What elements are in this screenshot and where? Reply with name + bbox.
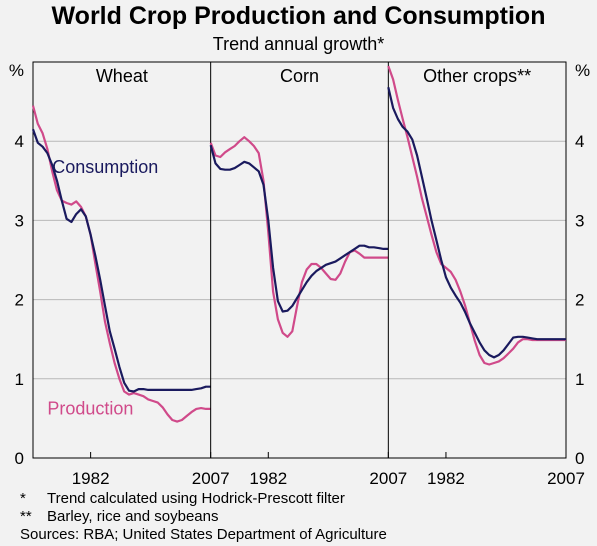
series-line-consumption xyxy=(209,144,389,313)
panel-title: Other crops** xyxy=(423,66,531,86)
y-tick-label-left: 2 xyxy=(15,291,24,310)
series-label-consumption: Consumption xyxy=(52,157,158,177)
y-tick-label-right: 2 xyxy=(575,291,584,310)
chart-title: World Crop Production and Consumption xyxy=(51,2,546,30)
x-tick-label: 1982 xyxy=(249,469,287,488)
y-tick-label-right: 3 xyxy=(575,211,584,230)
footnote-text: Barley, rice and soybeans xyxy=(47,508,219,525)
series-label-production: Production xyxy=(47,398,133,418)
y-tick-label-right: 1 xyxy=(575,370,584,389)
series-line-consumption xyxy=(387,87,566,359)
footnote-mark: ** xyxy=(20,508,32,525)
x-tick-label: 1982 xyxy=(427,469,465,488)
x-tick-label: 2007 xyxy=(192,469,230,488)
footnote-text: Sources: RBA; United States Department o… xyxy=(20,526,387,543)
footnote-mark: * xyxy=(20,490,26,507)
x-tick-label: 2007 xyxy=(547,469,585,488)
panel-title: Wheat xyxy=(96,66,148,86)
footnotes: * Trend calculated using Hodrick-Prescott… xyxy=(20,490,387,544)
y-axis-unit-left: % xyxy=(9,61,24,80)
y-axis-unit-right: % xyxy=(575,61,590,80)
panel-title: Corn xyxy=(280,66,319,86)
footnote-other-crops: ** Barley, rice and soybeans xyxy=(20,508,387,526)
footnote-sources: Sources: RBA; United States Department o… xyxy=(20,526,387,544)
plot-frame xyxy=(32,61,567,459)
y-tick-label-right: 4 xyxy=(575,132,584,151)
footnote-trend: * Trend calculated using Hodrick-Prescott… xyxy=(20,490,387,508)
series-line-production xyxy=(387,65,566,366)
y-tick-label-left: 1 xyxy=(15,370,24,389)
y-tick-label-left: 3 xyxy=(15,211,24,230)
y-tick-label-left: 0 xyxy=(15,449,24,468)
y-tick-label-left: 4 xyxy=(15,132,24,151)
y-tick-label-right: 0 xyxy=(575,449,584,468)
x-tick-label: 2007 xyxy=(369,469,407,488)
footnote-text: Trend calculated using Hodrick-Prescott … xyxy=(47,490,345,507)
x-tick-label: 1982 xyxy=(72,469,110,488)
series-line-consumption xyxy=(31,128,211,393)
chart-subtitle: Trend annual growth* xyxy=(212,34,385,54)
